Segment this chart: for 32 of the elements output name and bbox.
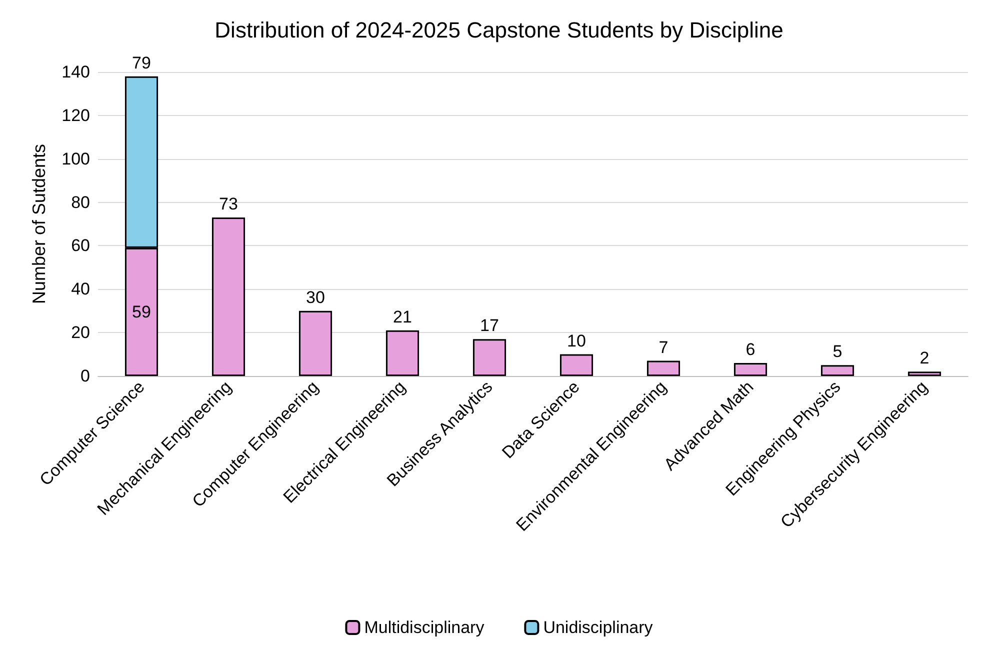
bar (212, 217, 246, 376)
data-label: 10 (567, 331, 586, 350)
legend-label: Unidisciplinary (543, 618, 654, 637)
bar (646, 360, 680, 376)
bar (386, 330, 420, 376)
data-label: 17 (480, 316, 499, 336)
bar (734, 362, 768, 376)
data-label: 30 (306, 288, 325, 307)
data-label: 73 (219, 194, 238, 214)
data-label: 2 (920, 348, 930, 368)
y-tick-label: 40 (71, 280, 90, 299)
bar (820, 365, 854, 376)
legend-label: Multidisciplinary (364, 618, 485, 637)
data-label: 6 (746, 340, 756, 359)
bar (298, 310, 332, 376)
data-label: 5 (832, 342, 842, 362)
y-tick-label: 80 (71, 192, 90, 212)
data-label: 21 (393, 307, 412, 326)
y-tick-label: 60 (71, 236, 90, 256)
chart-title: Distribution of 2024-2025 Capstone Students by Discipline (214, 18, 784, 42)
data-label: 59 (132, 302, 151, 322)
bar (908, 372, 942, 376)
y-tick-label: 100 (62, 149, 90, 168)
bar (472, 339, 506, 376)
y-tick-label: 140 (62, 62, 90, 82)
y-tick-label: 0 (80, 366, 90, 386)
y-tick-label: 20 (71, 323, 90, 342)
data-label: 79 (132, 53, 151, 72)
data-label: 7 (658, 338, 668, 357)
bar (560, 354, 594, 376)
y-axis-title: Number of Sutdents (29, 144, 49, 304)
y-tick-label: 120 (62, 106, 90, 125)
